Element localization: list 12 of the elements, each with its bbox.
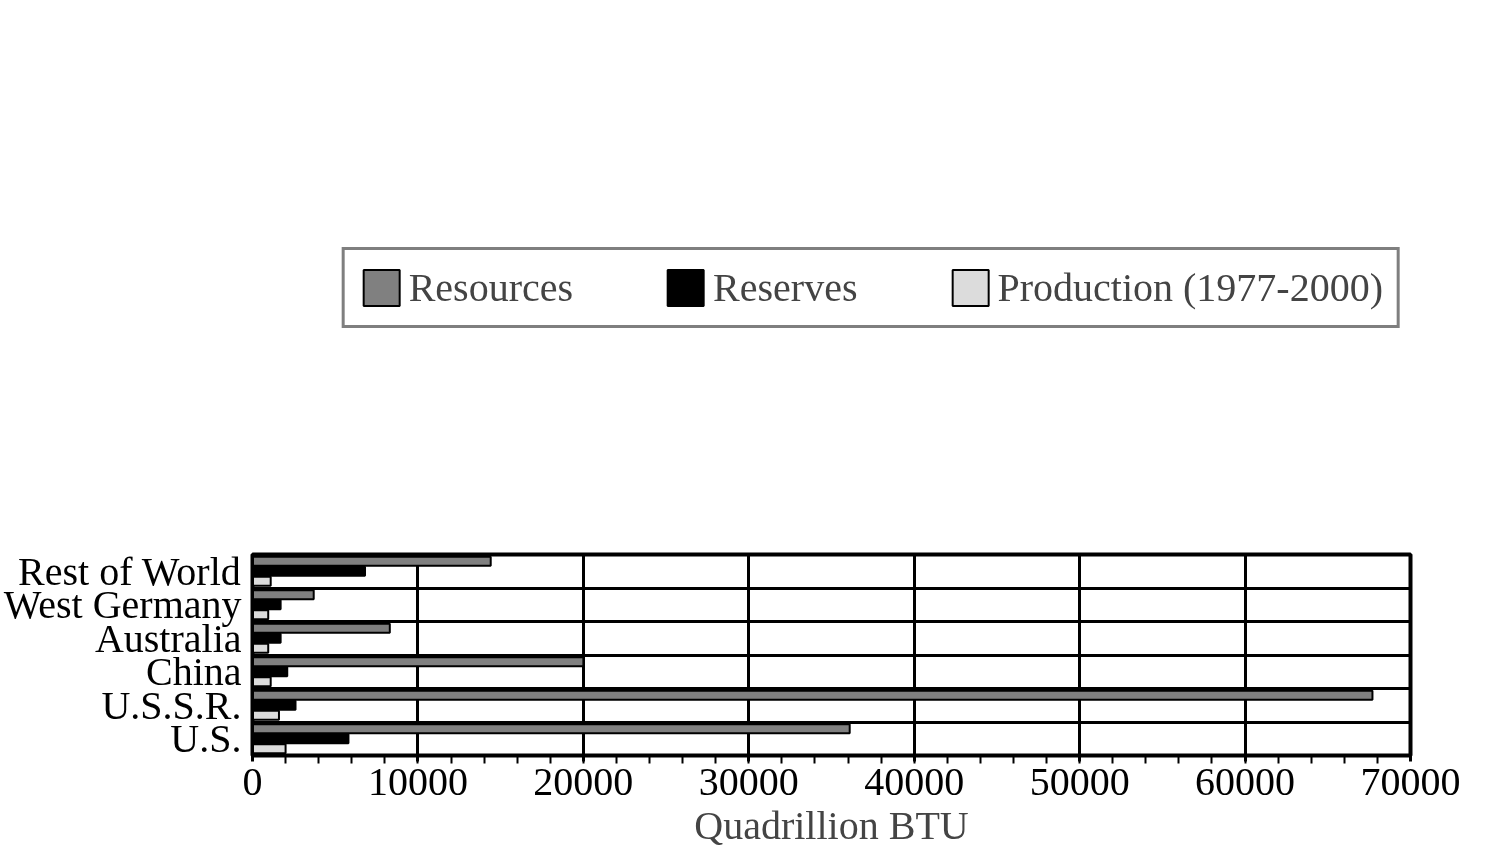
legend-label: Production (1977-2000) [997, 263, 1383, 311]
x-tick-label: 40000 [864, 758, 965, 804]
x-axis-title: Quadrillion BTU [694, 802, 969, 848]
legend-label: Resources [408, 263, 574, 311]
x-tick-label: 50000 [1029, 758, 1130, 804]
x-tick-label: 30000 [698, 758, 799, 804]
x-tick-label: 0 [242, 758, 263, 804]
x-tick-label: 60000 [1195, 758, 1296, 804]
x-tick-label: 70000 [1360, 758, 1461, 804]
x-tick-label: 10000 [367, 758, 468, 804]
legend-label: Reserves [713, 263, 858, 311]
x-tick-label: 20000 [533, 758, 634, 804]
